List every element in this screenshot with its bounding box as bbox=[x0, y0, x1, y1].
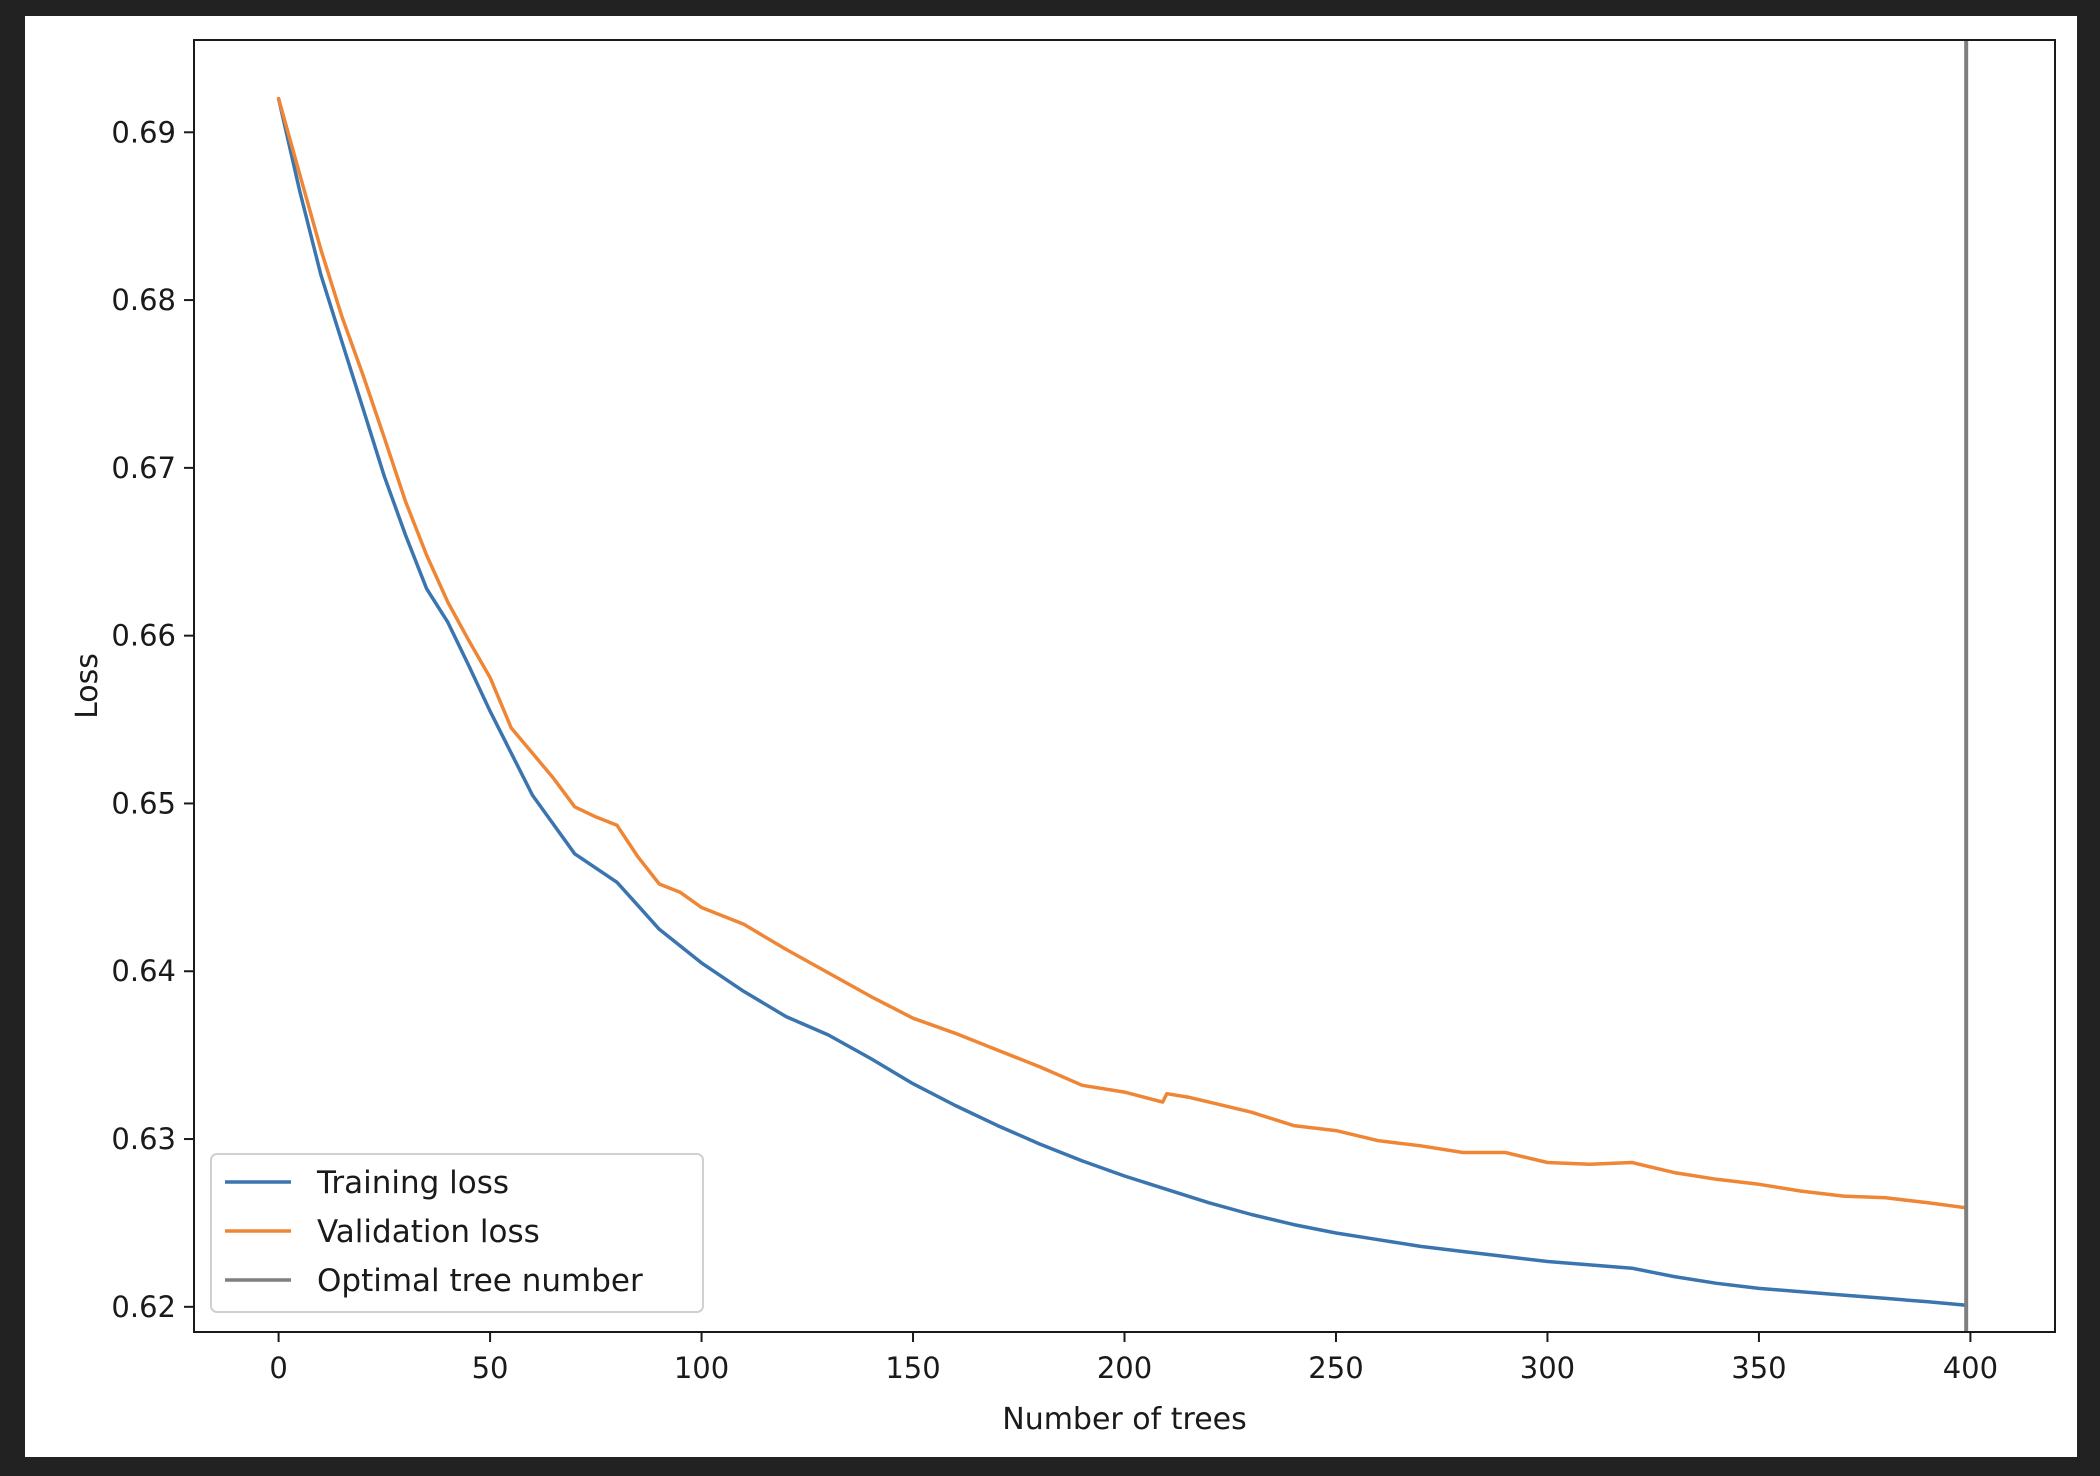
x-tick-label: 50 bbox=[472, 1351, 509, 1385]
y-tick-label: 0.67 bbox=[111, 451, 176, 485]
x-tick-label: 300 bbox=[1520, 1351, 1575, 1385]
x-tick-label: 100 bbox=[674, 1351, 729, 1385]
legend-box bbox=[210, 1153, 704, 1313]
x-tick-label: 150 bbox=[885, 1351, 940, 1385]
plot-frame bbox=[193, 39, 2056, 1333]
chart-marks bbox=[276, 40, 1969, 1332]
y-tick-label: 0.68 bbox=[111, 283, 176, 317]
axis-ticks: 0 50 100 150 200 250 300 350 400 0.62 0.63 0.64 0.65… bbox=[111, 115, 1998, 1385]
legend: Training loss Validation loss Optimal tr… bbox=[210, 1153, 704, 1313]
x-tick-label: 350 bbox=[1731, 1351, 1786, 1385]
legend-label-validation: Validation loss bbox=[317, 1214, 540, 1250]
loss-chart: 0 50 100 150 200 250 300 350 400 0.62 0.63 0.64 0.65… bbox=[70, 39, 2056, 1437]
y-tick-label: 0.66 bbox=[111, 619, 176, 653]
x-tick-label: 400 bbox=[1943, 1351, 1998, 1385]
x-tick-label: 200 bbox=[1097, 1351, 1152, 1385]
figure-canvas: 0 50 100 150 200 250 300 350 400 0.62 0.63 0.64 0.65… bbox=[25, 16, 2077, 1457]
x-axis-label: Number of trees bbox=[1002, 1402, 1246, 1437]
series-line-training bbox=[276, 96, 1968, 1307]
legend-label-optimal: Optimal tree number bbox=[317, 1263, 643, 1299]
y-axis-label: Loss bbox=[70, 653, 105, 719]
series-line-validation bbox=[276, 96, 1968, 1210]
y-tick-label: 0.63 bbox=[111, 1122, 176, 1156]
y-tick-label: 0.65 bbox=[111, 786, 176, 820]
x-tick-label: 0 bbox=[269, 1351, 287, 1385]
y-tick-label: 0.69 bbox=[111, 115, 176, 149]
x-tick-label: 250 bbox=[1308, 1351, 1363, 1385]
legend-label-training: Training loss bbox=[316, 1165, 509, 1201]
y-tick-label: 0.62 bbox=[111, 1290, 176, 1324]
y-tick-label: 0.64 bbox=[111, 954, 176, 988]
